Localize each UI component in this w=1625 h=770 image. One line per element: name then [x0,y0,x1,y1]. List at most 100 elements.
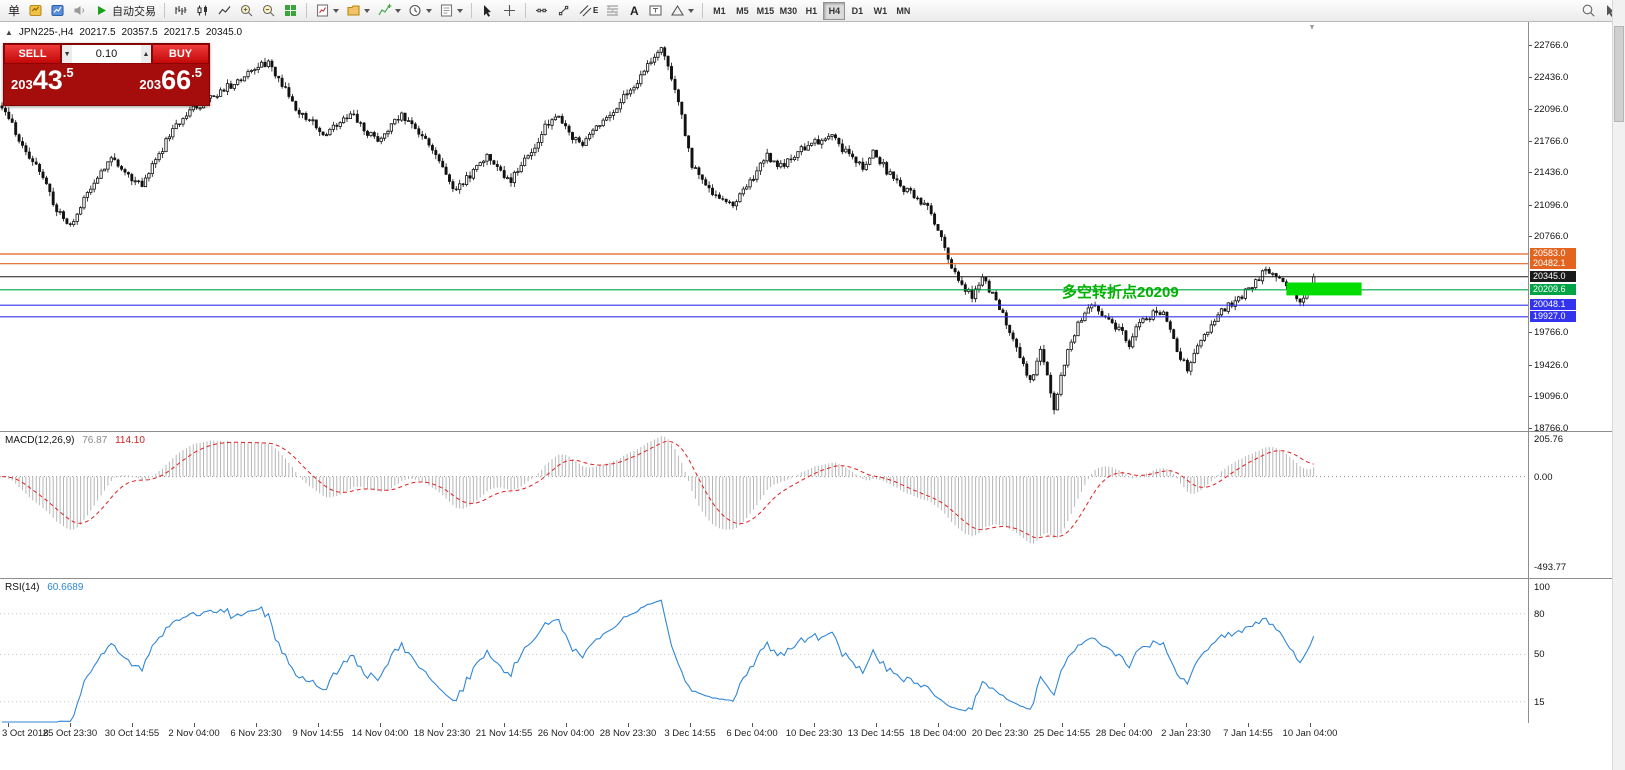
timeframe-h1-button[interactable]: H1 [800,2,822,20]
line-chart-mode-button[interactable] [214,1,235,21]
new-chart-button[interactable] [312,1,342,21]
price-level-tag[interactable]: 20345.0 [1530,271,1576,282]
trendline-tool-button[interactable] [553,1,574,21]
macd-signal-value: 114.10 [115,435,145,446]
high-value: 20357.5 [121,27,158,38]
candles-layer [0,46,1316,415]
price-axis-label: 22766.0 [1534,40,1569,51]
label-tool-button[interactable] [645,1,666,21]
timeframe-m15-button[interactable]: M15 [754,2,776,20]
template-icon [440,4,453,17]
price-axis-tick [1529,365,1532,366]
time-axis-label: 25 Oct 23:30 [42,728,98,739]
timeframe-m5-button[interactable]: M5 [731,2,753,20]
text-tool-button[interactable]: A [624,1,644,21]
open-value: 20217.5 [79,27,116,38]
search-button[interactable] [1578,1,1599,21]
crosshair-tool-button[interactable] [499,1,520,21]
fibonacci-icon [607,5,619,16]
dropdown-caret-icon [688,8,695,13]
symbol-period-label: JPN225-,H4 [18,27,74,38]
channel-tool-button[interactable]: E [575,1,601,21]
time-axis-tick [132,723,133,727]
price-level-tag[interactable]: 20209.6 [1530,284,1576,295]
candlestick-icon [197,5,208,16]
crosshair-icon [504,5,516,16]
timeframe-mn-button[interactable]: MN [892,2,914,20]
price-level-tag[interactable]: 19927.0 [1530,311,1576,322]
menu-item-order[interactable]: 单 [8,4,21,18]
candle-chart-mode-button[interactable] [192,1,213,21]
time-axis-label: 21 Nov 14:55 [475,728,533,739]
toolbar-separator [164,3,166,18]
clock-icon [409,4,421,17]
price-axis-label: 19426.0 [1534,360,1569,371]
time-axis-label: 25 Dec 14:55 [1033,728,1091,739]
zoom-out-icon [262,4,275,17]
chart-window-button[interactable] [47,1,68,21]
cursor-tool-button[interactable] [477,1,498,21]
price-axis-border [1528,22,1529,723]
data-window-button[interactable] [1600,1,1621,21]
level-lines-layer[interactable] [0,253,1528,318]
time-axis-label: 3 Oct 2018 [2,728,49,739]
horizontal-line-icon [536,8,548,13]
buy-button[interactable]: BUY [152,44,209,64]
periods-button[interactable] [405,1,435,21]
macd-main-value: 76.87 [82,435,108,446]
autotrading-button[interactable]: 自动交易 [91,1,159,21]
templates-button[interactable] [436,1,466,21]
rsi-label: RSI(14) [5,582,40,593]
text-label-icon [649,5,662,16]
panel-separator-macd[interactable] [0,431,1612,432]
panel-separator-rsi[interactable] [0,578,1612,579]
volume-down-button[interactable]: ▼ [62,45,73,63]
alerts-button[interactable] [69,1,90,21]
price-axis-label: 22096.0 [1534,104,1569,115]
tile-windows-icon [285,5,297,16]
price-axis-tick [1529,45,1532,46]
time-axis-tick [1124,723,1125,727]
sell-button[interactable]: SELL [4,44,61,64]
fibonacci-tool-button[interactable] [602,1,623,21]
tile-windows-button[interactable] [280,1,301,21]
volume-up-button[interactable]: ▲ [140,45,151,63]
rectangle-object[interactable] [1286,282,1362,296]
timeframe-d1-button[interactable]: D1 [846,2,868,20]
time-axis-tick [380,723,381,727]
price-axis-label: 19096.0 [1534,391,1569,402]
price-level-tag[interactable]: 20482.1 [1530,258,1576,269]
time-axis-label: 18 Nov 23:30 [413,728,471,739]
timeframe-w1-button[interactable]: W1 [869,2,891,20]
volume-control: ▼ ▲ [61,44,152,64]
horizontal-line-tool-button[interactable] [531,1,552,21]
scrollbar-thumb[interactable] [1614,26,1624,122]
indicators-button[interactable] [374,1,404,21]
zoom-out-button[interactable] [258,1,279,21]
shapes-button[interactable] [667,1,697,21]
time-axis-tick [1310,723,1311,727]
chart-annotation-text[interactable]: 多空转折点20209 [1062,284,1179,301]
time-axis-tick [1062,723,1063,727]
timeframe-h4-button[interactable]: H4 [823,1,846,20]
vertical-scrollbar[interactable] [1612,0,1625,770]
low-value: 20217.5 [163,27,200,38]
timeframe-m1-button[interactable]: M1 [708,2,730,20]
chart-canvas[interactable] [0,0,1528,770]
macd-label: MACD(12,26,9) [5,435,75,446]
price-axis-tick [1529,428,1532,429]
dropdown-caret-icon [457,8,464,13]
timeframe-m30-button[interactable]: M30 [777,2,799,20]
rsi-axis-label: 15 [1534,697,1545,708]
volume-input[interactable] [72,45,141,63]
price-level-tag[interactable]: 20583.0 [1530,248,1576,259]
price-axis-tick [1529,77,1532,78]
profiles-button[interactable] [343,1,373,21]
profiles-folder-icon [347,5,360,16]
new-order-button[interactable] [25,1,46,21]
price-level-tag[interactable]: 20048.1 [1530,299,1576,310]
bar-chart-mode-button[interactable] [170,1,191,21]
zoom-in-button[interactable] [236,1,257,21]
chart-shift-marker-icon[interactable] [1310,25,1314,30]
collapse-panel-icon[interactable]: ▲ [5,28,13,37]
